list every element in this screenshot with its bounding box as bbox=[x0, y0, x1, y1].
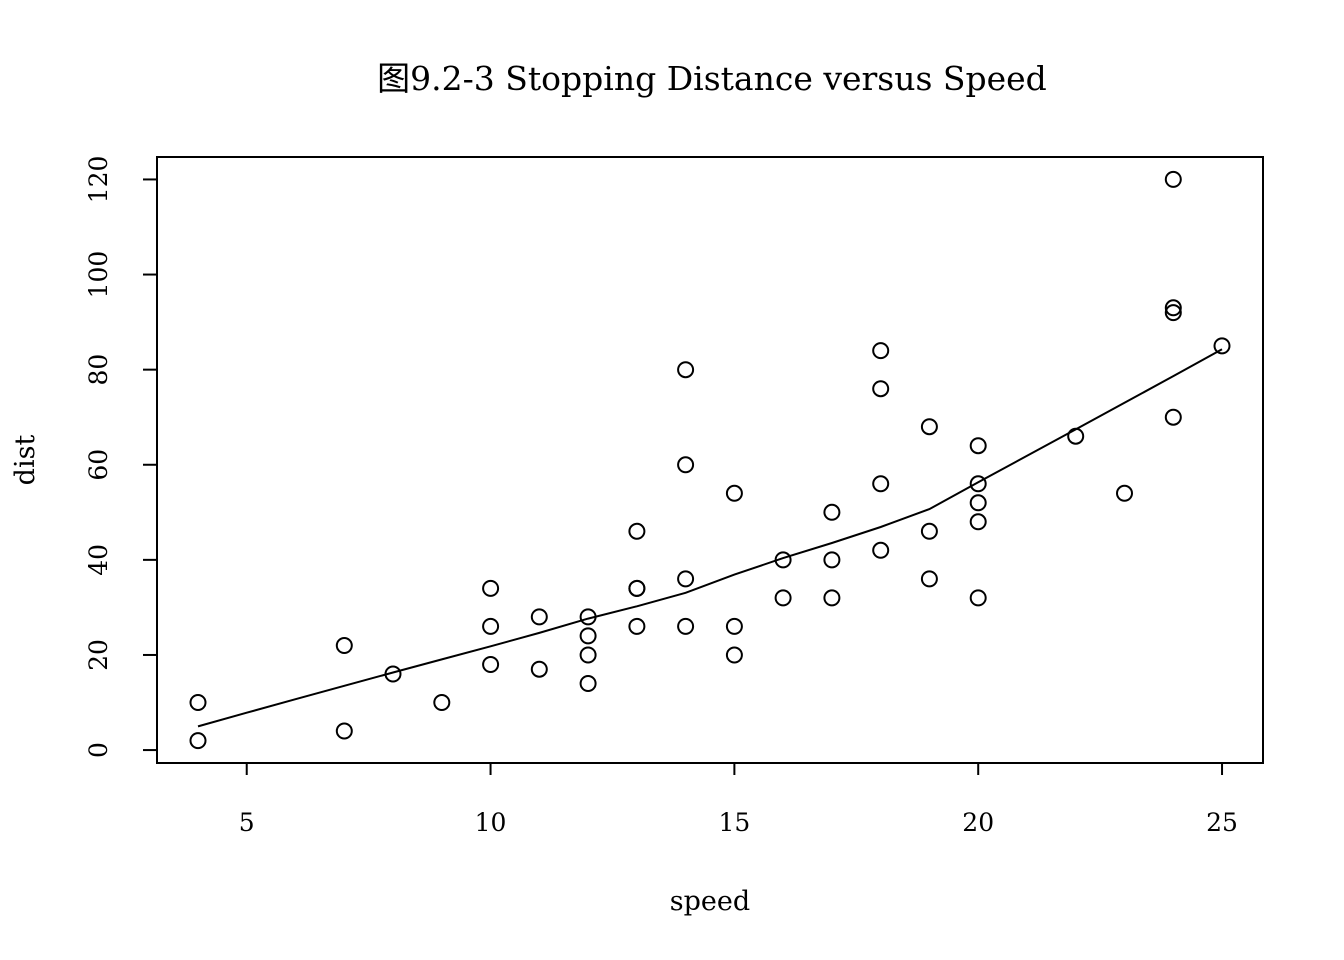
data-point bbox=[774, 589, 792, 607]
data-point bbox=[725, 484, 743, 502]
x-axis-label: speed bbox=[670, 886, 750, 917]
data-point bbox=[579, 627, 597, 645]
data-point bbox=[482, 617, 500, 635]
data-point bbox=[189, 732, 207, 750]
x-tick-label: 10 bbox=[475, 808, 507, 837]
data-point bbox=[725, 646, 743, 664]
x-tick-label: 20 bbox=[962, 808, 994, 837]
data-point bbox=[628, 522, 646, 540]
y-tick-label: 100 bbox=[84, 251, 113, 299]
data-point bbox=[677, 617, 695, 635]
x-axis: 5 10 15 20 25 bbox=[239, 762, 1238, 837]
data-point bbox=[335, 722, 353, 740]
y-tick-label: 80 bbox=[84, 354, 113, 386]
data-point bbox=[579, 608, 597, 626]
data-point bbox=[482, 656, 500, 673]
data-point bbox=[969, 513, 987, 531]
data-point bbox=[920, 570, 938, 588]
data-point bbox=[823, 503, 841, 521]
y-axis-label: dist bbox=[10, 435, 41, 486]
data-points bbox=[189, 170, 1231, 750]
x-tick-label: 15 bbox=[718, 808, 750, 837]
data-point bbox=[677, 570, 695, 588]
chart-title: 图9.2-3 Stopping Distance versus Speed bbox=[377, 59, 1047, 98]
data-point bbox=[872, 342, 890, 360]
y-tick-label: 40 bbox=[84, 544, 113, 576]
data-point bbox=[920, 418, 938, 436]
data-point bbox=[872, 380, 890, 398]
data-point bbox=[774, 551, 792, 569]
data-point bbox=[1067, 427, 1085, 445]
data-point bbox=[872, 541, 890, 559]
data-point bbox=[189, 694, 207, 711]
data-point bbox=[1164, 170, 1182, 188]
data-point bbox=[1164, 299, 1182, 317]
y-axis: 0 20 40 60 80 100 120 bbox=[84, 156, 158, 758]
data-point bbox=[335, 637, 353, 654]
data-point bbox=[579, 675, 597, 692]
data-point bbox=[677, 456, 695, 474]
y-tick-label: 0 bbox=[84, 742, 113, 758]
data-point bbox=[530, 608, 548, 626]
data-point bbox=[1164, 408, 1182, 426]
x-tick-label: 5 bbox=[239, 808, 255, 837]
data-point bbox=[1213, 337, 1231, 355]
y-tick-label: 120 bbox=[84, 156, 113, 204]
data-point bbox=[1164, 304, 1182, 322]
smooth-trend-line bbox=[197, 348, 1223, 728]
data-point bbox=[628, 579, 646, 597]
data-point bbox=[969, 475, 987, 493]
data-point bbox=[1116, 484, 1133, 502]
data-point bbox=[384, 665, 402, 683]
y-tick-label: 60 bbox=[84, 449, 113, 481]
data-point bbox=[725, 617, 743, 635]
data-point bbox=[433, 694, 451, 711]
data-point bbox=[482, 579, 500, 597]
data-point bbox=[823, 551, 841, 569]
data-point bbox=[969, 589, 987, 607]
data-point bbox=[530, 660, 548, 678]
data-point bbox=[872, 475, 890, 493]
data-point bbox=[677, 361, 695, 379]
data-point bbox=[969, 494, 987, 512]
data-point bbox=[920, 522, 938, 540]
data-point bbox=[823, 589, 841, 607]
data-point bbox=[579, 646, 597, 664]
data-point bbox=[969, 437, 987, 455]
plot-frame bbox=[156, 156, 1264, 764]
y-tick-label: 20 bbox=[84, 639, 113, 671]
data-point bbox=[628, 617, 646, 635]
x-tick-label: 25 bbox=[1206, 808, 1238, 837]
